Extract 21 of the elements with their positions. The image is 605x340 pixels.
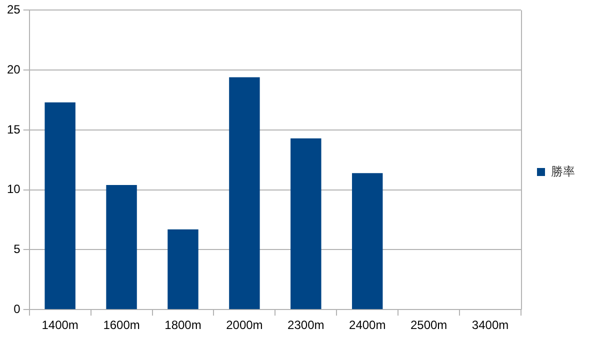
y-tick-label: 20 <box>6 62 21 76</box>
y-tick-label: 10 <box>6 182 21 196</box>
bar <box>168 229 198 310</box>
y-tick-label: 25 <box>6 2 21 17</box>
x-tick-label: 2400m <box>349 318 386 332</box>
x-tick-label: 1600m <box>103 318 140 332</box>
x-tick-label: 1400m <box>42 318 78 332</box>
x-tick-label: 1800m <box>164 318 202 332</box>
x-tick-label: 3400m <box>472 318 509 332</box>
bar <box>106 185 137 310</box>
y-tick-label: 5 <box>14 242 21 256</box>
bar <box>229 77 260 310</box>
legend-label: 勝率 <box>551 164 575 178</box>
x-tick-label: 2000m <box>226 318 263 332</box>
y-tick-label: 0 <box>14 302 21 316</box>
x-tick-label: 2500m <box>410 318 448 332</box>
y-tick-label: 15 <box>6 122 21 136</box>
bar <box>290 138 322 310</box>
x-tick-label: 2300m <box>288 318 324 332</box>
bar <box>352 173 383 310</box>
bar <box>44 102 76 310</box>
